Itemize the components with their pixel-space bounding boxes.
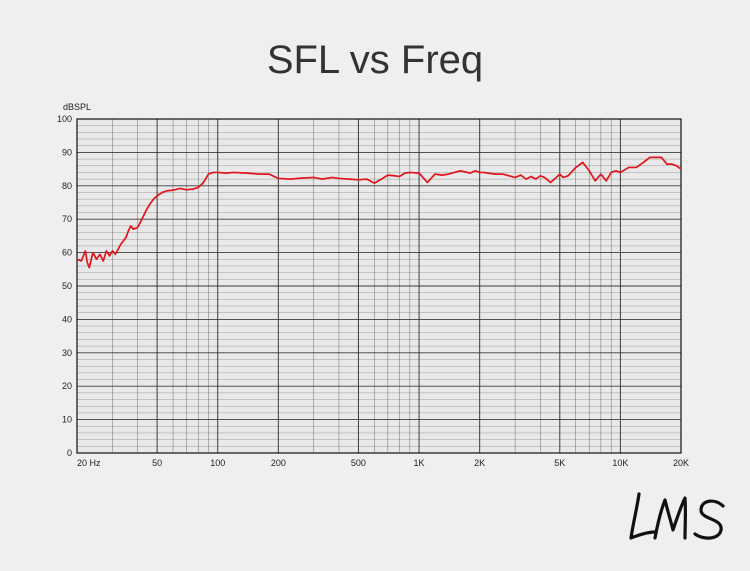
y-tick-label: 60 — [62, 248, 72, 258]
x-tick-label: 100 — [210, 458, 225, 468]
y-tick-label: 80 — [62, 181, 72, 191]
lms-signature-logo — [625, 488, 730, 548]
y-tick-label: 0 — [67, 448, 72, 458]
x-tick-label: 2K — [474, 458, 485, 468]
y-tick-label: 40 — [62, 314, 72, 324]
x-tick-labels: 20 Hz 50 100 200 500 1K 2K 5K 10K 20K — [77, 458, 689, 468]
y-axis-label: dBSPL — [63, 102, 91, 112]
chart-title: SFL vs Freq — [266, 38, 484, 82]
series-line — [76, 156, 682, 269]
y-tick-label: 50 — [62, 281, 72, 291]
x-tick-label: 1K — [414, 458, 425, 468]
y-tick-label: 20 — [62, 381, 72, 391]
x-tick-label: 200 — [271, 458, 286, 468]
x-tick-label: 5K — [554, 458, 565, 468]
y-tick-label: 10 — [62, 415, 72, 425]
x-tick-label: 20K — [673, 458, 689, 468]
x-tick-label: 500 — [351, 458, 366, 468]
y-tick-labels: 0 10 20 30 40 50 60 70 80 90 100 — [57, 114, 72, 458]
x-tick-label: 20 Hz — [77, 458, 101, 468]
y-tick-label: 100 — [57, 114, 72, 124]
y-tick-label: 30 — [62, 348, 72, 358]
y-tick-label: 90 — [62, 147, 72, 157]
plot-frame — [76, 118, 682, 454]
x-tick-label: 50 — [152, 458, 162, 468]
x-tick-label: 10K — [612, 458, 628, 468]
minor-grid — [77, 119, 681, 453]
y-tick-label: 70 — [62, 214, 72, 224]
